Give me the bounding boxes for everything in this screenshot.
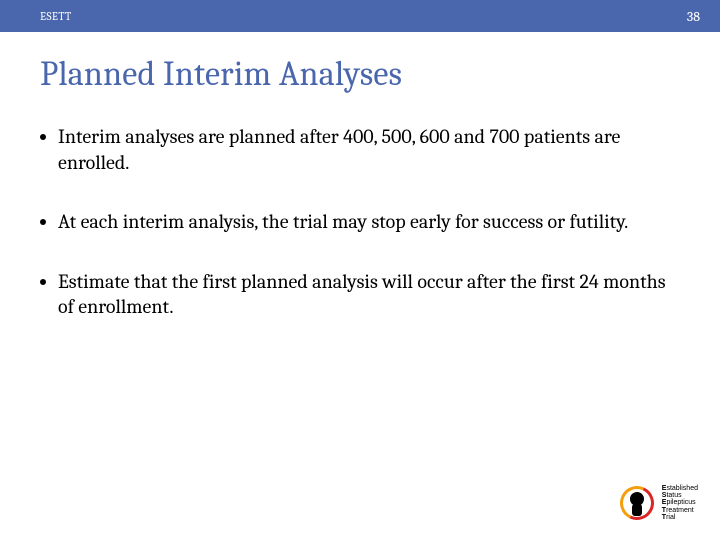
bullet-text: Estimate that the first planned analysis… [58, 269, 680, 320]
slide-number: 38 [687, 8, 700, 25]
slide: ESETT 38 Planned Interim Analyses Interi… [0, 0, 720, 540]
logo-line: Treatment [662, 507, 698, 514]
logo-line: Status [662, 492, 698, 499]
list-item: At each interim analysis, the trial may … [40, 209, 680, 235]
bullet-text: At each interim analysis, the trial may … [58, 209, 680, 235]
header-left-label: ESETT [40, 10, 72, 23]
header-bar: ESETT 38 [0, 0, 720, 32]
list-item: Interim analyses are planned after 400, … [40, 124, 680, 175]
logo-line: Epilepticus [662, 499, 698, 506]
logo-line: Trial [662, 514, 698, 521]
esett-logo: Established Status Epilepticus Treatment… [618, 484, 698, 522]
bullet-icon [40, 219, 46, 225]
logo-icon [618, 484, 656, 522]
logo-line: Established [662, 485, 698, 492]
body-content: Interim analyses are planned after 400, … [0, 94, 720, 320]
bullet-icon [40, 134, 46, 140]
page-title: Planned Interim Analyses [0, 32, 720, 94]
logo-text: Established Status Epilepticus Treatment… [662, 485, 698, 522]
bullet-text: Interim analyses are planned after 400, … [58, 124, 680, 175]
list-item: Estimate that the first planned analysis… [40, 269, 680, 320]
bullet-icon [40, 279, 46, 285]
